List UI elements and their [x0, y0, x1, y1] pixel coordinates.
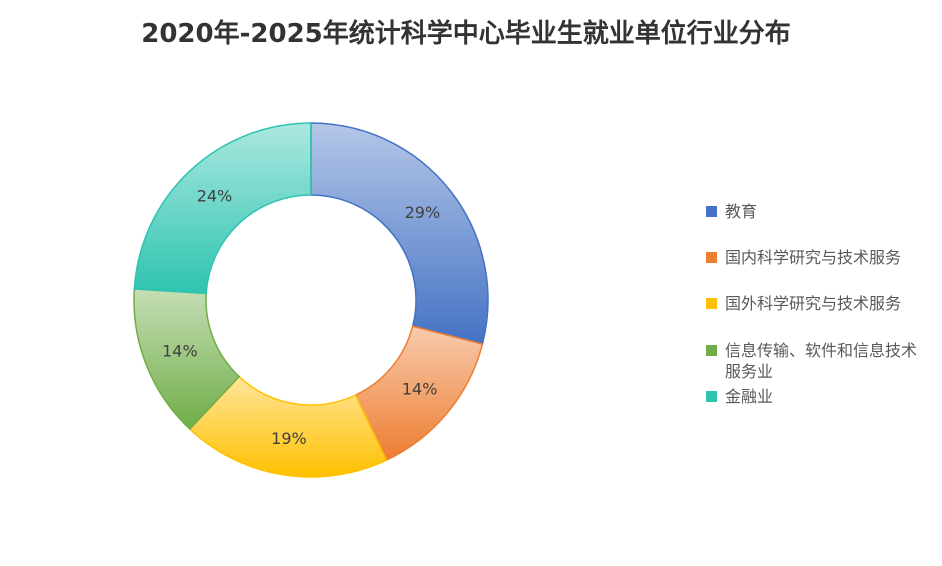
legend-item: 金融业 — [706, 386, 932, 407]
data-label: 24% — [197, 187, 233, 206]
legend-item: 信息传输、软件和信息技术服务业 — [706, 340, 932, 382]
legend-item: 国外科学研究与技术服务 — [706, 293, 932, 314]
legend-swatch — [706, 252, 717, 263]
donut-segment — [188, 375, 388, 478]
legend-swatch — [706, 206, 717, 217]
chart-title: 2020年-2025年统计科学中心毕业生就业单位行业分布 — [141, 18, 791, 49]
data-label: 29% — [405, 203, 441, 222]
legend-item: 国内科学研究与技术服务 — [706, 247, 932, 268]
legend-swatch — [706, 345, 717, 356]
legend-label: 国内科学研究与技术服务 — [725, 248, 902, 267]
data-label: 14% — [162, 341, 198, 360]
donut-segment — [133, 122, 312, 295]
legend-label: 金融业 — [725, 387, 774, 406]
donut-segment — [310, 122, 489, 345]
legend-item: 教育 — [706, 201, 932, 222]
data-label: 19% — [271, 429, 307, 448]
legend-swatch — [706, 391, 717, 402]
data-label: 14% — [402, 379, 438, 398]
legend-label: 国外科学研究与技术服务 — [725, 294, 902, 313]
legend-swatch — [706, 298, 717, 309]
legend-label: 信息传输、软件和信息技术服务业 — [725, 341, 918, 381]
legend-label: 教育 — [725, 202, 758, 221]
